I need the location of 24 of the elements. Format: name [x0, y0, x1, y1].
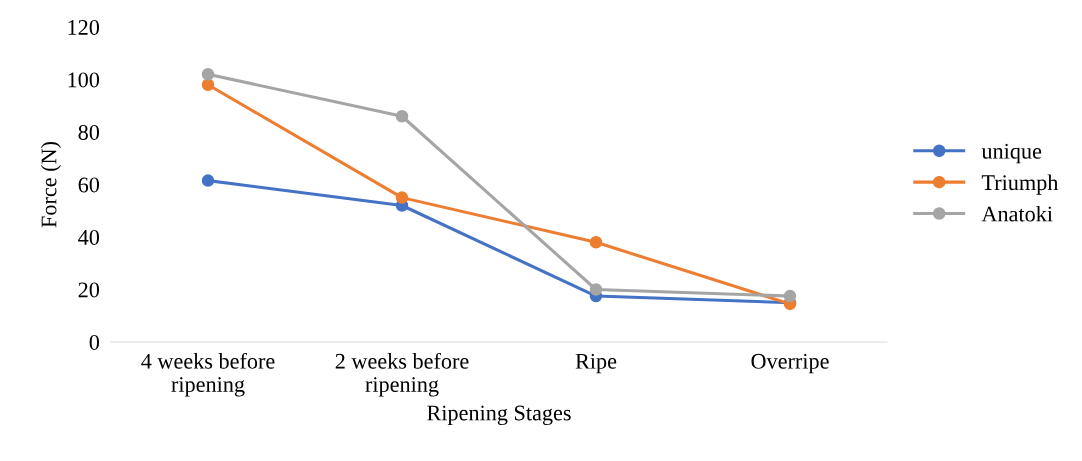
y-tick-label: 60 [78, 177, 100, 193]
y-tick-label: 0 [89, 334, 100, 350]
x-tick-label: Overripe [751, 353, 829, 374]
point [201, 174, 215, 187]
x-axis-title: Ripening Stages [427, 405, 571, 426]
x-tick-label: Ripe [575, 353, 617, 374]
x-tick-label: 4 weeks before ripening [141, 352, 275, 397]
y-tick-label: 40 [78, 229, 100, 245]
point [783, 289, 797, 303]
point [201, 67, 215, 81]
y-tick-label: 100 [68, 72, 100, 88]
y-tick-label: 80 [78, 124, 100, 140]
point [395, 191, 409, 204]
y-axis-title: Force (N) [40, 141, 61, 228]
legend-label: unique [981, 143, 1042, 164]
y-tick-label: 20 [78, 282, 100, 298]
point [589, 235, 603, 249]
x-tick-label: 2 weeks before ripening [335, 352, 469, 397]
point [589, 283, 603, 296]
legend-label: Triumph [981, 174, 1059, 195]
y-tick-label: 120 [68, 19, 100, 35]
point [395, 109, 409, 123]
point [201, 78, 215, 92]
legend-label: Anatoki [981, 205, 1053, 222]
